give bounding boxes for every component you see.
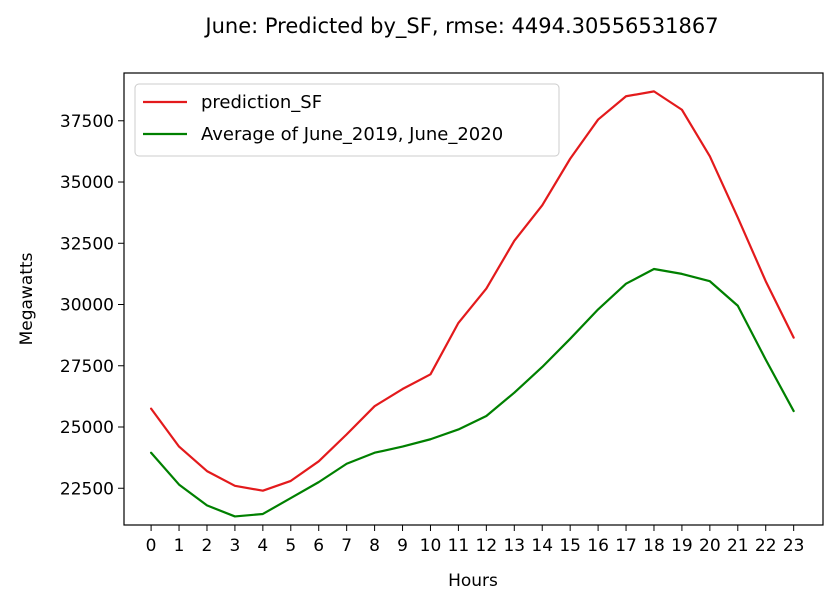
x-tick-label: 19 xyxy=(671,536,693,556)
x-tick-label: 15 xyxy=(559,536,581,556)
x-tick-label: 14 xyxy=(531,536,553,556)
x-tick-label: 9 xyxy=(397,536,408,556)
x-tick-label: 23 xyxy=(783,536,805,556)
y-tick-label: 32500 xyxy=(60,234,114,254)
y-tick-label: 30000 xyxy=(60,296,114,316)
x-tick-label: 16 xyxy=(587,536,609,556)
y-tick-label: 22500 xyxy=(60,479,114,499)
legend-box xyxy=(134,83,560,157)
y-axis-label: Megawatts xyxy=(17,252,37,345)
x-tick-label: 22 xyxy=(755,536,777,556)
x-tick-label: 1 xyxy=(174,536,185,556)
x-axis: 0 1 2 3 4 5 6 7 8 9 10 11 12 13 14 15 16 17 18 19 20 21 22 23 xyxy=(146,525,805,556)
x-tick-label: 2 xyxy=(202,536,213,556)
x-tick-label: 12 xyxy=(476,536,498,556)
legend-label-average: Average of June_2019, June_2020 xyxy=(201,124,503,145)
x-tick-label: 4 xyxy=(257,536,268,556)
y-tick-label: 35000 xyxy=(60,173,114,193)
x-tick-label: 13 xyxy=(503,536,525,556)
legend-label-prediction-sf: prediction_SF xyxy=(201,92,322,113)
y-tick-label: 27500 xyxy=(60,357,114,377)
y-tick-label: 25000 xyxy=(60,418,114,438)
x-tick-label: 17 xyxy=(615,536,637,556)
x-tick-label: 5 xyxy=(285,536,296,556)
y-tick-label: 37500 xyxy=(60,112,114,132)
series-line-average xyxy=(150,267,795,518)
series-line-prediction-sf xyxy=(150,90,795,492)
x-tick-label: 20 xyxy=(699,536,721,556)
x-tick-label: 8 xyxy=(369,536,380,556)
x-tick-label: 7 xyxy=(341,536,352,556)
plot-frame xyxy=(123,72,824,526)
x-tick-label: 0 xyxy=(146,536,157,556)
y-axis: 22500 25000 27500 30000 32500 35000 37500 xyxy=(60,112,124,499)
x-tick-label: 18 xyxy=(643,536,665,556)
x-tick-label: 11 xyxy=(448,536,470,556)
series-layer xyxy=(150,90,795,518)
x-tick-label: 10 xyxy=(420,536,442,556)
x-tick-label: 6 xyxy=(313,536,324,556)
chart-title: June: Predicted by_SF, rmse: 4494.305565… xyxy=(203,14,718,39)
x-tick-label: 21 xyxy=(727,536,749,556)
x-tick-label: 3 xyxy=(229,536,240,556)
x-axis-label: Hours xyxy=(448,571,498,591)
legend: prediction_SF Average of June_2019, June… xyxy=(134,83,560,157)
